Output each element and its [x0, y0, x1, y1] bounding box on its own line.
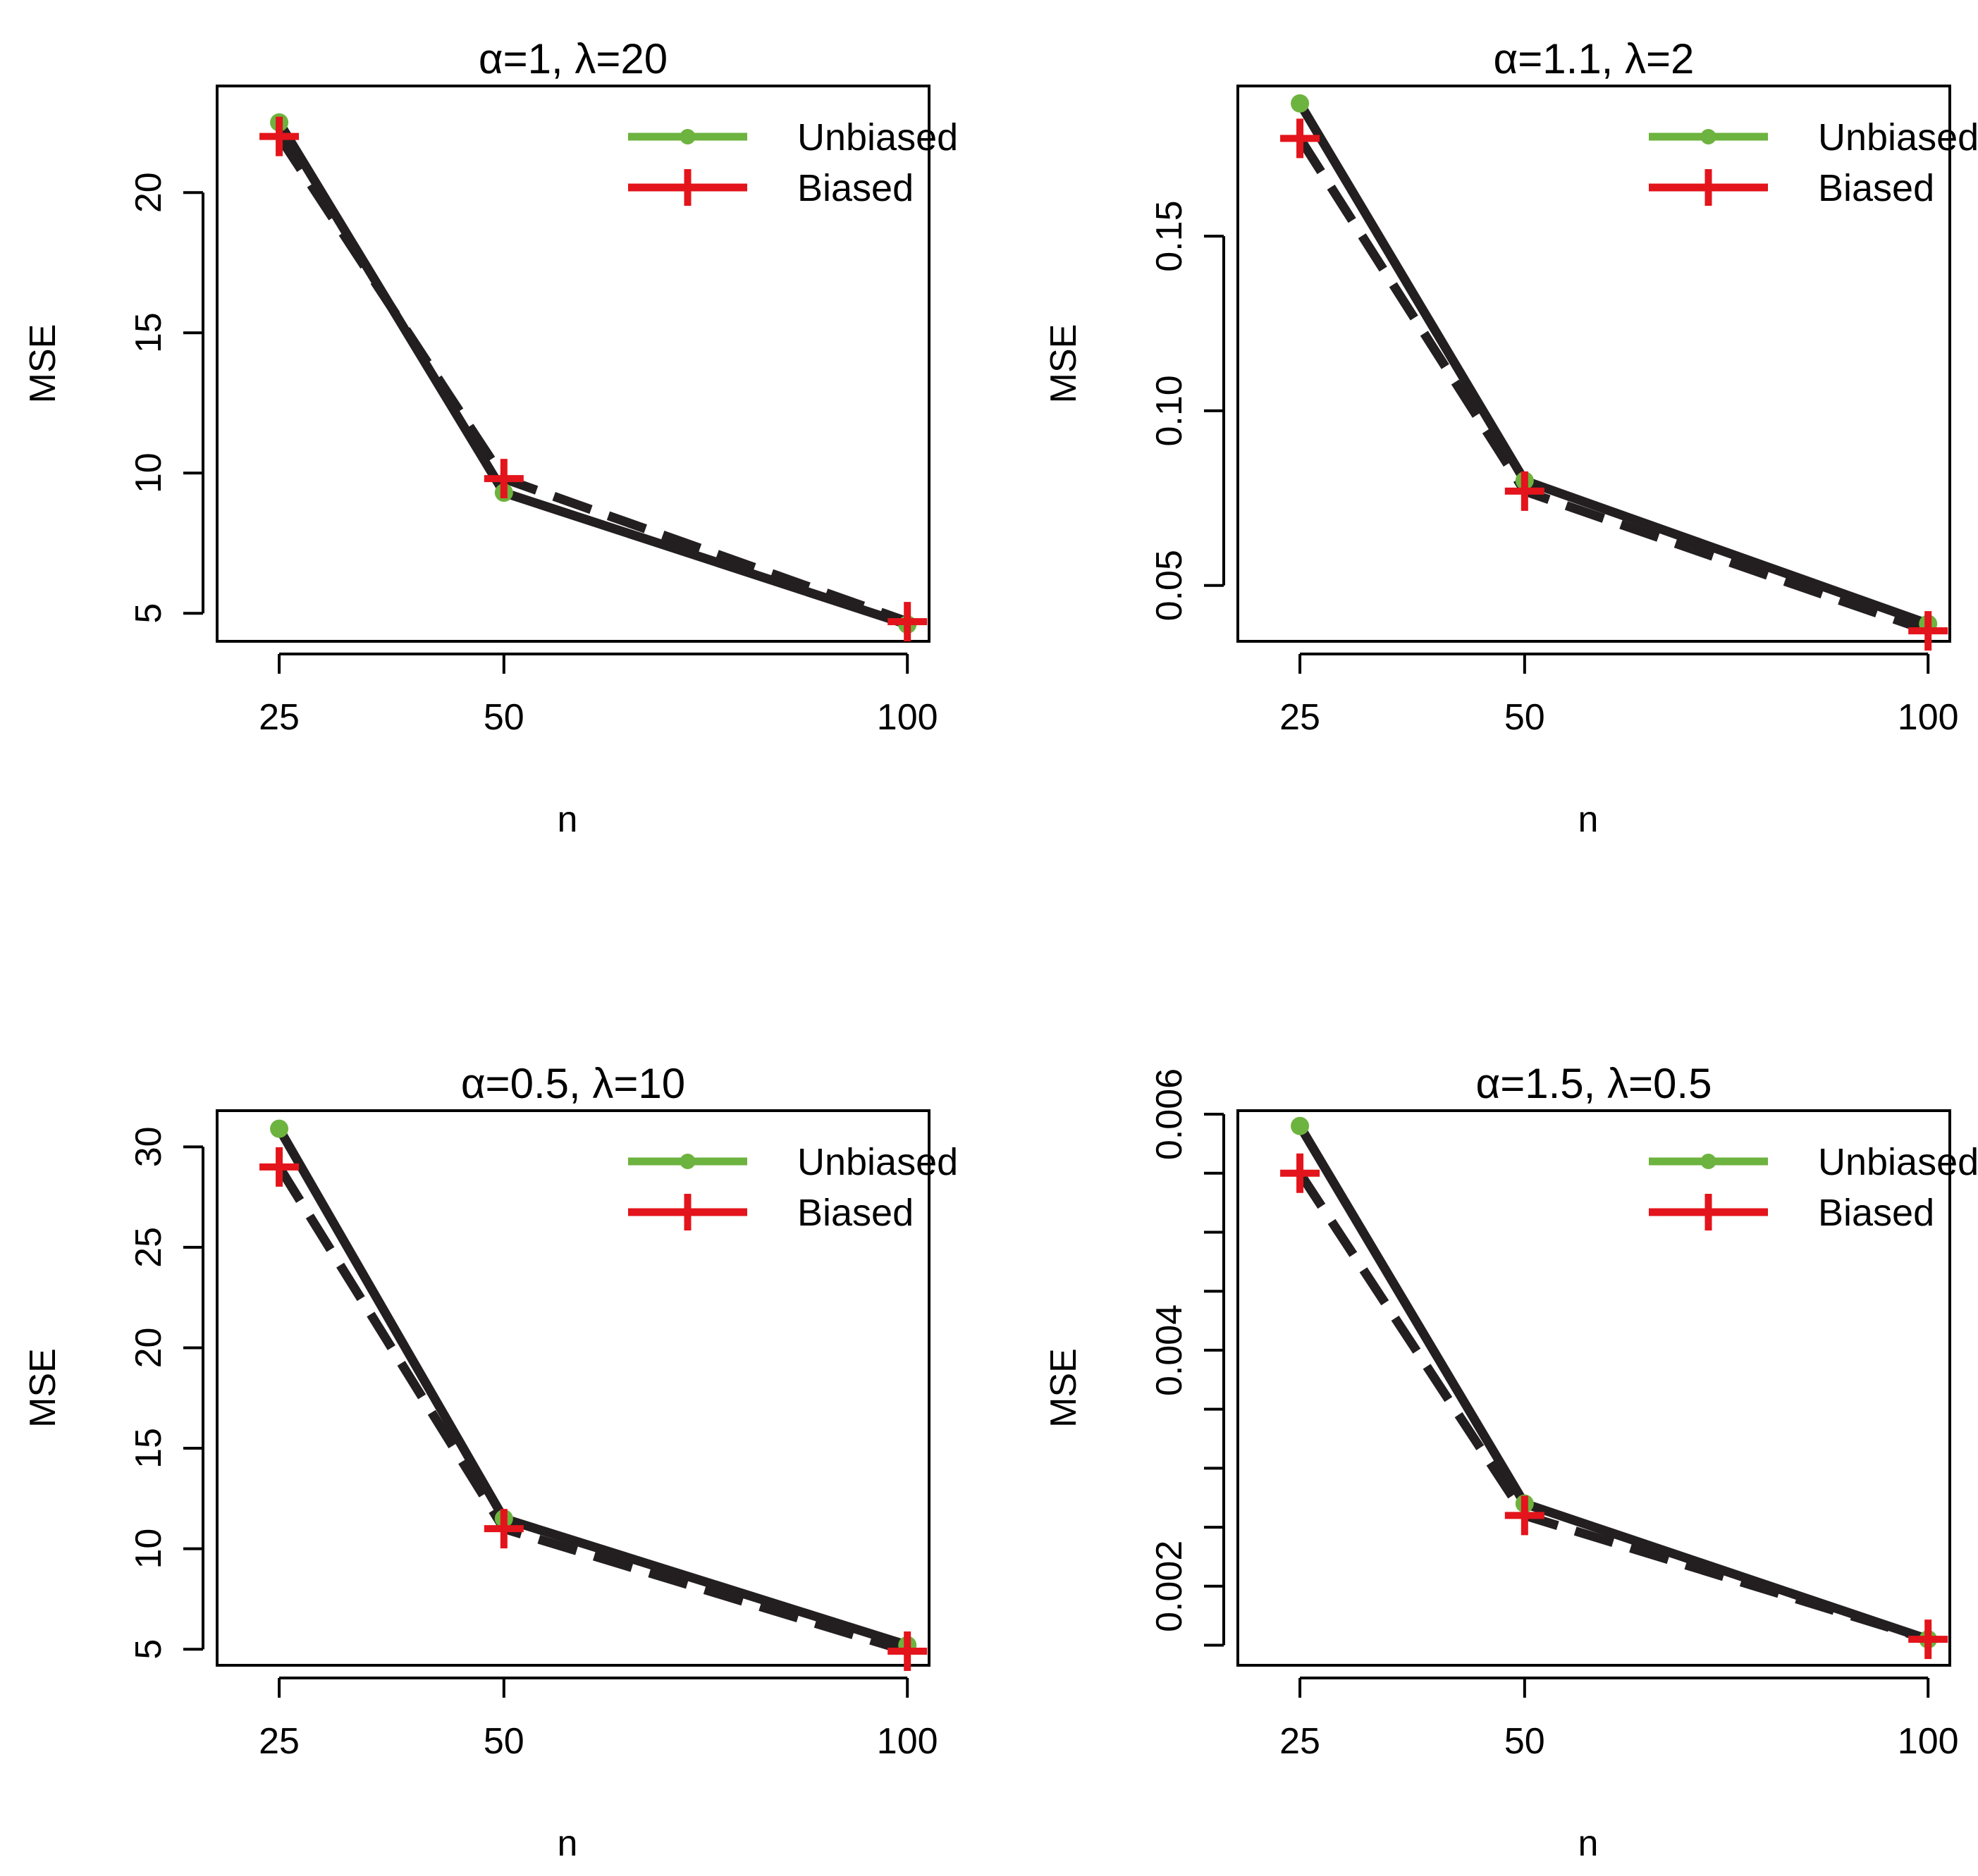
x-tick-label: 100	[1898, 1721, 1959, 1762]
legend: Unbiased Biased	[628, 116, 958, 209]
y-tick-label: 15	[128, 1428, 169, 1469]
x-axis-label: n	[1578, 799, 1599, 840]
x-tick-label: 100	[877, 1721, 938, 1762]
series-line-biased	[1296, 135, 1930, 636]
x-tick-label: 100	[1898, 697, 1959, 738]
x-tick-label: 25	[259, 1721, 300, 1762]
x-tick-label: 100	[877, 697, 938, 738]
y-tick-label: 20	[128, 172, 169, 213]
marker-biased	[1504, 471, 1544, 511]
marker-unbiased	[1291, 94, 1310, 113]
x-axis-label: n	[558, 1823, 578, 1864]
legend-marker-biased	[669, 169, 706, 206]
marker-biased	[1280, 1153, 1320, 1193]
marker-biased	[484, 459, 524, 499]
marker-biased	[1504, 1495, 1544, 1536]
legend: Unbiased Biased	[1649, 1141, 1978, 1234]
plot-frame	[1236, 1109, 1951, 1667]
chart-panel-4: α=1.5, λ=0.5 25 50 100 n 0.002 0.004 0.006 MSE Un…	[1043, 1060, 1978, 1864]
marker-biased	[259, 116, 300, 156]
legend: Unbiased Biased	[1649, 116, 1978, 209]
legend: Unbiased Biased	[628, 1141, 958, 1234]
series-line-biased	[275, 1164, 909, 1656]
marker-unbiased	[1291, 1116, 1310, 1135]
y-tick-label: 0.002	[1149, 1541, 1190, 1632]
chart-panel-1: α=1, λ=20 25 50 100 n 5 10 15 20 MSE Unbiased Biase…	[23, 35, 958, 840]
legend-label-biased: Biased	[797, 167, 914, 209]
x-axis-label: n	[1578, 1823, 1599, 1864]
y-tick-label: 5	[128, 603, 169, 624]
y-tick-label: 0.10	[1149, 375, 1190, 446]
chart-title: α=1.1, λ=2	[1494, 35, 1695, 82]
y-tick-label: 25	[128, 1227, 169, 1268]
legend-label-unbiased: Unbiased	[1818, 116, 1978, 159]
marker-biased	[887, 1631, 928, 1672]
legend-label-biased: Biased	[1818, 1192, 1934, 1234]
marker-biased	[887, 602, 928, 642]
x-tick-label: 50	[484, 1721, 524, 1762]
y-tick-label: 5	[128, 1639, 169, 1660]
y-axis-label: MSE	[1043, 324, 1084, 404]
y-tick-label: 15	[128, 312, 169, 353]
x-tick-label: 25	[1279, 1721, 1320, 1762]
marker-biased	[1908, 611, 1948, 651]
series-line-biased	[1296, 1171, 1930, 1644]
chart-panel-2: α=1.1, λ=2 25 50 100 n 0.05 0.10 0.15 MSE Unbiase…	[1043, 35, 1978, 840]
y-axis-label: MSE	[1043, 1348, 1084, 1428]
chart-panel-3: α=0.5, λ=10 25 50 100 n 5 10 15 20 25 30 MSE Unbiase…	[23, 1060, 958, 1864]
legend-label-unbiased: Unbiased	[797, 1141, 958, 1183]
plot-frame	[216, 1109, 930, 1667]
x-tick-label: 50	[484, 697, 524, 738]
y-tick-label: 30	[128, 1126, 169, 1167]
legend-marker-unbiased	[1700, 129, 1716, 144]
y-tick-label: 10	[128, 1529, 169, 1569]
y-tick-label: 0.05	[1149, 550, 1190, 621]
legend-label-biased: Biased	[1818, 167, 1934, 209]
x-tick-label: 25	[1279, 697, 1320, 738]
y-tick-label: 0.004	[1149, 1304, 1190, 1396]
marker-biased	[259, 1147, 300, 1187]
y-axis-label: MSE	[23, 1348, 63, 1428]
legend-marker-biased	[669, 1194, 706, 1230]
marker-biased	[1908, 1619, 1948, 1660]
y-tick-label: 10	[128, 452, 169, 493]
y-axis-label: MSE	[23, 324, 63, 404]
legend-marker-biased	[1690, 1194, 1727, 1230]
x-tick-label: 50	[1504, 697, 1545, 738]
x-tick-label: 25	[259, 697, 300, 738]
legend-marker-unbiased	[1700, 1154, 1716, 1169]
marker-biased	[484, 1509, 524, 1549]
legend-label-unbiased: Unbiased	[797, 116, 958, 159]
x-tick-label: 50	[1504, 1721, 1545, 1762]
y-tick-label: 20	[128, 1328, 169, 1369]
marker-unbiased	[270, 1119, 289, 1138]
y-tick-label: 0.006	[1149, 1068, 1190, 1160]
legend-marker-biased	[1690, 169, 1727, 206]
legend-marker-unbiased	[680, 129, 696, 144]
legend-label-biased: Biased	[797, 1192, 914, 1234]
y-tick-label: 0.15	[1149, 200, 1190, 271]
chart-title: α=1.5, λ=0.5	[1476, 1060, 1712, 1107]
chart-title: α=1, λ=20	[479, 35, 668, 82]
chart-title: α=0.5, λ=10	[461, 1060, 685, 1107]
legend-label-unbiased: Unbiased	[1818, 1141, 1978, 1183]
plot-frame	[216, 85, 930, 643]
plot-frame	[1236, 85, 1951, 643]
legend-marker-unbiased	[680, 1154, 696, 1169]
marker-biased	[1280, 118, 1320, 159]
x-axis-label: n	[558, 799, 578, 840]
